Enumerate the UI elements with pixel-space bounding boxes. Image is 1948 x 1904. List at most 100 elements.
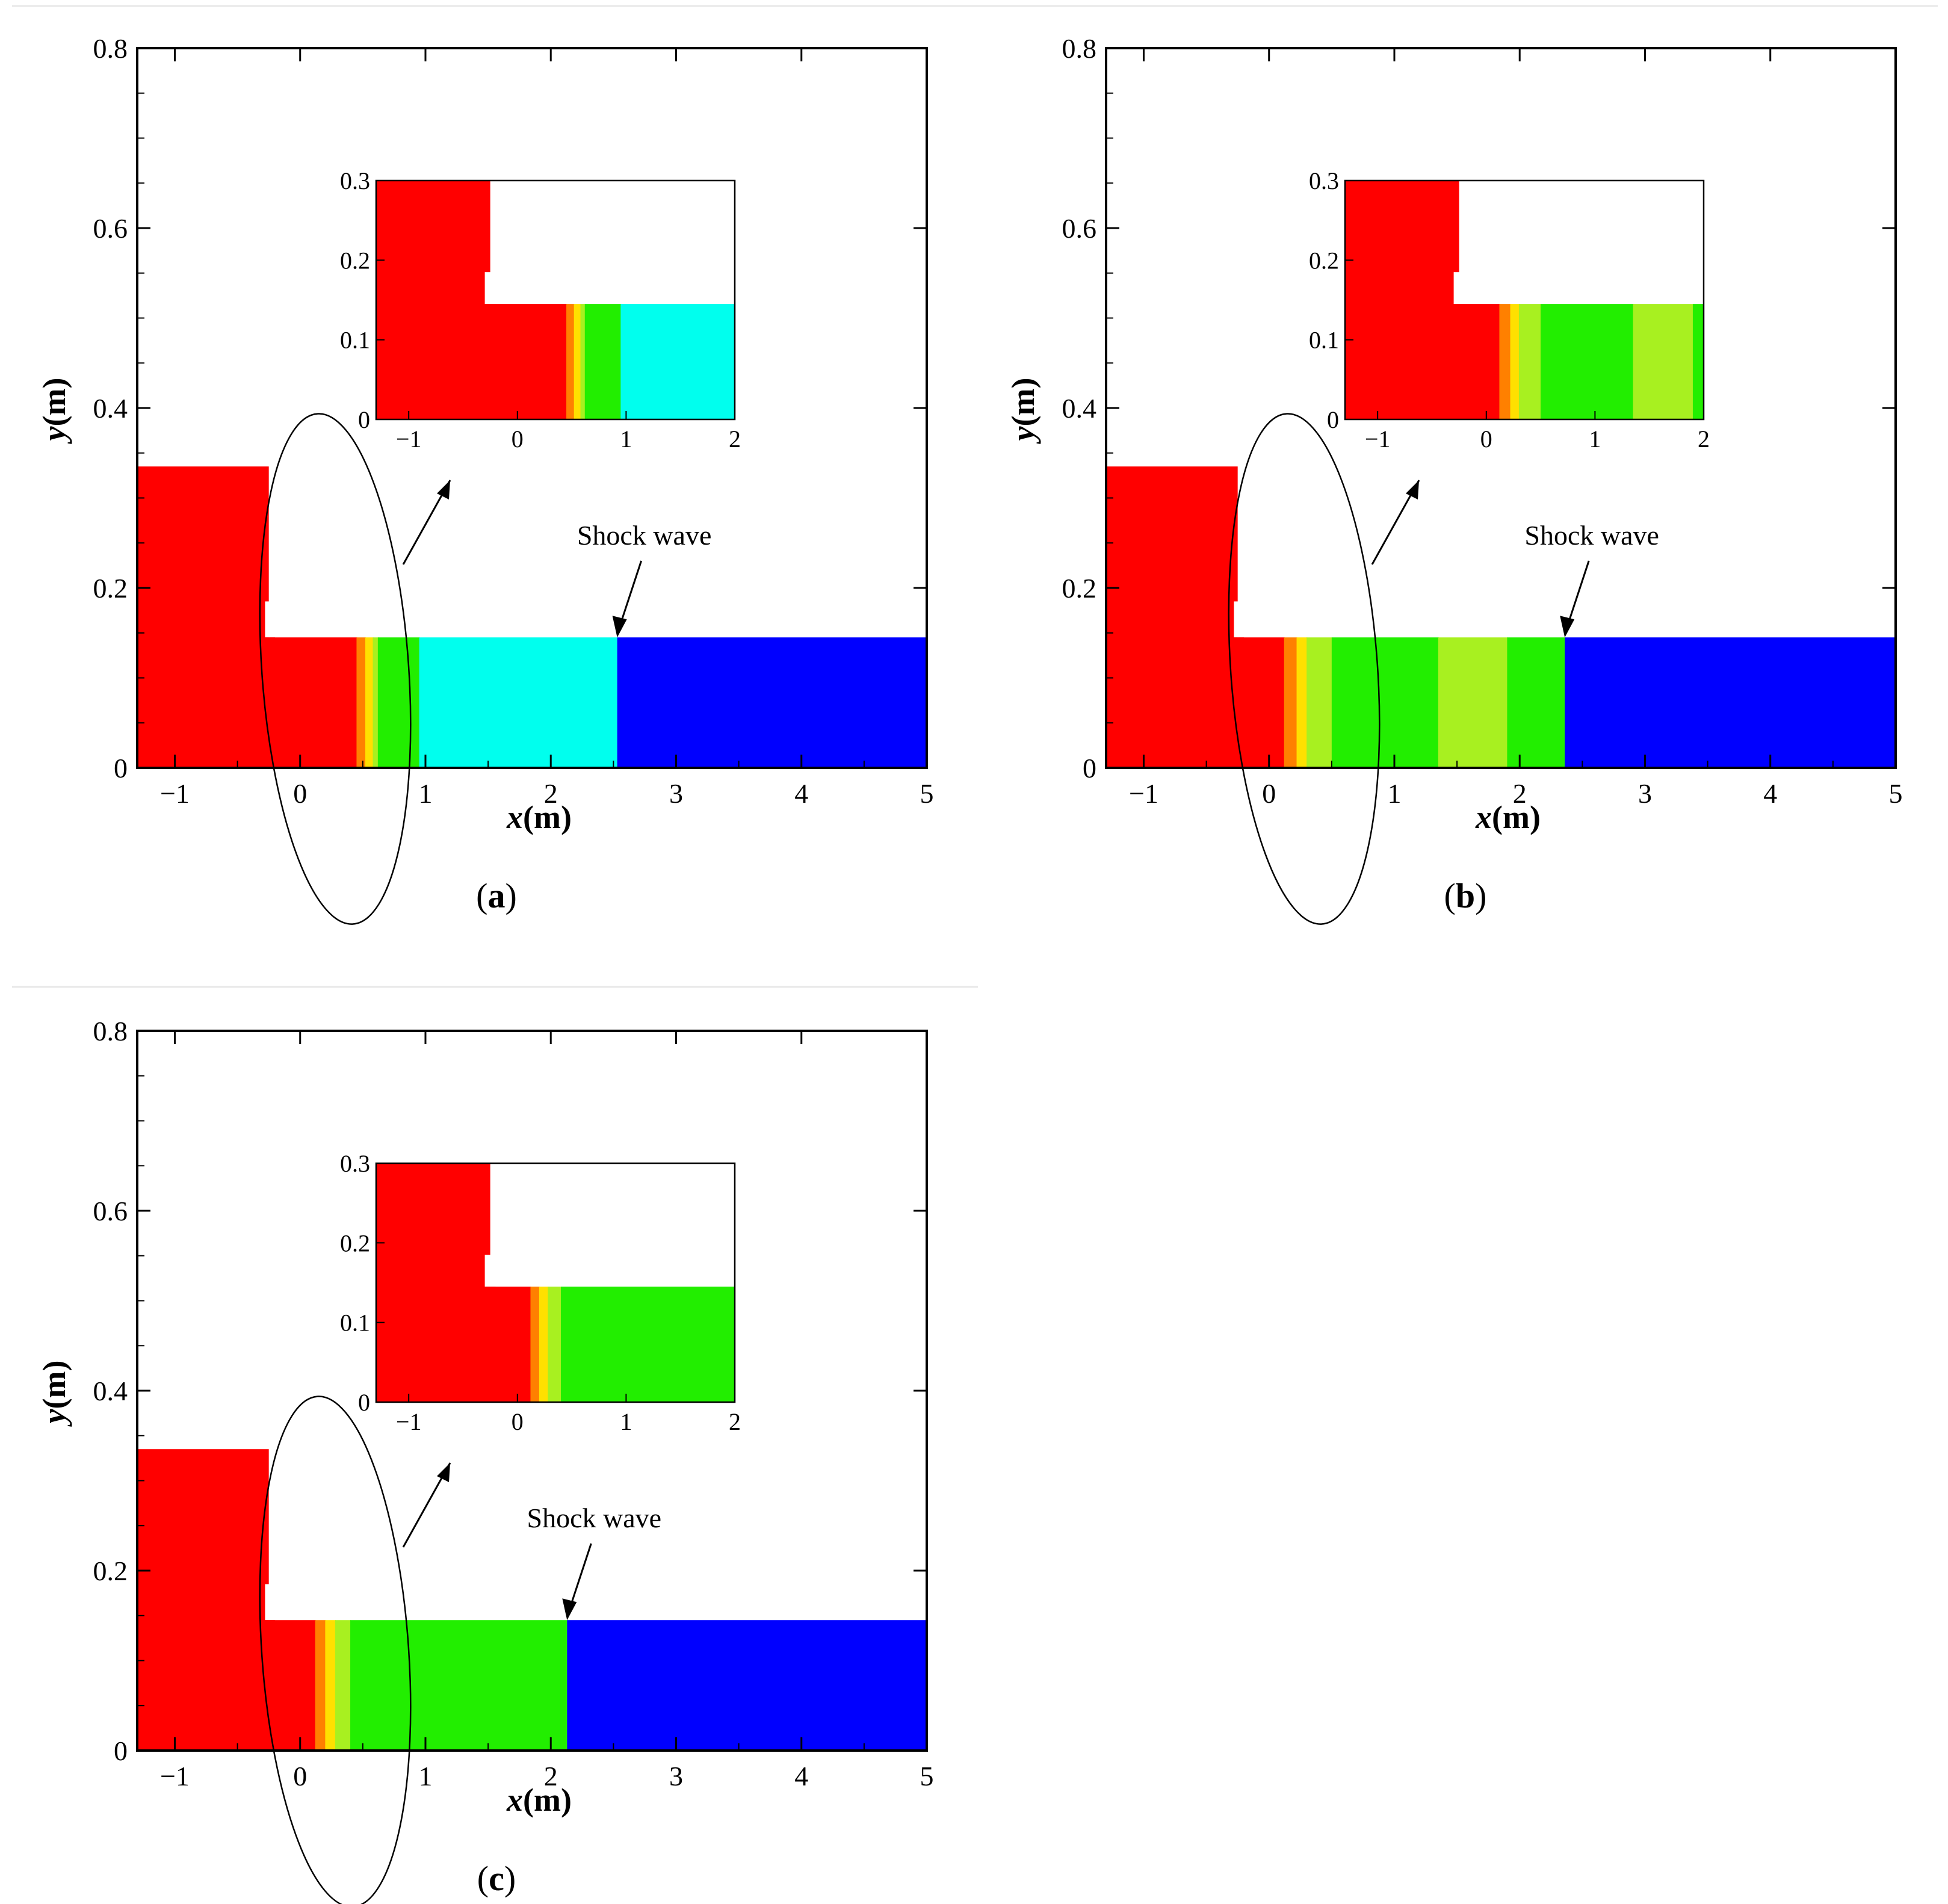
panel-label-letter: a <box>488 876 506 915</box>
inset-frame <box>375 1162 736 1403</box>
water-band-yellow <box>325 1620 336 1751</box>
x-tick-label: 1 <box>418 1761 432 1791</box>
x-tick-label: 4 <box>794 1761 808 1791</box>
y-tick-label: 0 <box>1083 753 1096 784</box>
panel-a: −1 0 1 2 3 4 500.20.40.60.8x(m)y(m)Shock wave−… <box>36 33 934 925</box>
x-tick-label: 5 <box>920 778 934 809</box>
panel-separators <box>12 5 1938 988</box>
inset-water-band-yellow_green <box>548 1287 562 1402</box>
zoom-arrow-head <box>437 1463 450 1482</box>
inset-gate-notch <box>484 1255 491 1287</box>
water-band-cyan <box>419 637 618 768</box>
shock-arrow-head <box>1560 616 1575 638</box>
y-tick-label: 0.8 <box>1062 33 1097 64</box>
x-tick-label: −1 <box>160 778 190 809</box>
x-axis-unit: (m) <box>1492 799 1541 835</box>
inset-water-band-orange <box>1499 304 1511 419</box>
water-band-yellow_green <box>1306 637 1332 768</box>
reservoir-step <box>1234 637 1245 768</box>
flow-field <box>137 1449 927 1751</box>
y-tick-label: 0.2 <box>93 573 128 604</box>
y-tick-label: 0 <box>114 753 128 784</box>
inset-y-tick-label: 0.1 <box>340 327 370 354</box>
reservoir-step <box>265 1620 276 1751</box>
x-axis-variable: x <box>506 799 523 835</box>
water-band-yellow <box>365 637 374 768</box>
panel-label-letter: b <box>1456 876 1475 915</box>
x-tick-label: 0 <box>1262 778 1276 809</box>
y-tick-label: 0.6 <box>1062 213 1097 244</box>
inset-flow-field <box>376 181 735 419</box>
y-axis-unit: (m) <box>1005 378 1041 427</box>
y-tick-label: 0.4 <box>93 393 128 424</box>
y-axis-title: y(m) <box>36 378 72 445</box>
highlight-ellipse <box>259 1396 412 1904</box>
inset-x-tick-label: 0 <box>512 425 524 453</box>
x-tick-label: 2 <box>1513 778 1527 809</box>
inset-water-band-cyan <box>620 304 735 419</box>
x-axis-title: x(m) <box>1475 799 1541 835</box>
x-tick-label: 5 <box>920 1761 934 1791</box>
inset-x-tick-label: 0 <box>512 1408 524 1435</box>
water-band-green <box>1331 637 1439 768</box>
inset-y-tick-label: 0.2 <box>1309 247 1339 274</box>
inset-water-band-green <box>1541 304 1634 419</box>
zoom-arrow-head <box>1406 480 1419 499</box>
zoom-arrow-head <box>437 480 450 499</box>
panel-label-close-paren: ) <box>504 1859 516 1898</box>
inset-water-band-green <box>584 304 622 419</box>
x-tick-label: 5 <box>1889 778 1903 809</box>
x-axis-variable: x <box>506 1782 523 1818</box>
panel-label-open-paren: ( <box>476 876 487 915</box>
inset-water-band-yellow_green <box>580 304 586 419</box>
y-axis-variable: y <box>36 1408 72 1427</box>
x-tick-label: 3 <box>1638 778 1652 809</box>
x-axis-title: x(m) <box>506 1782 572 1818</box>
inset-x-tick-label: −1 <box>396 1408 422 1435</box>
inset-y-tick-label: 0.2 <box>340 1229 370 1256</box>
panel-label: (a) <box>476 876 517 915</box>
inset-x-tick-label: 1 <box>1589 425 1601 453</box>
panel-label: (b) <box>1444 876 1487 915</box>
x-tick-label: −1 <box>160 1761 190 1791</box>
inset-gate-notch <box>1453 272 1460 304</box>
inset-y-tick-label: 0.1 <box>340 1309 370 1337</box>
water-band-blue <box>567 1620 927 1751</box>
x-axis-title: x(m) <box>506 799 572 835</box>
x-tick-label: 3 <box>669 778 683 809</box>
inset-reservoir-step <box>484 1287 496 1402</box>
panel-label-open-paren: ( <box>477 1859 489 1898</box>
panel-label: (c) <box>477 1859 516 1898</box>
inset-y-tick-label: 0.3 <box>340 1150 370 1177</box>
inset-x-tick-label: −1 <box>1365 425 1391 453</box>
water-band-orange <box>1284 637 1297 768</box>
x-tick-label: 0 <box>293 1761 307 1791</box>
x-tick-label: 4 <box>1763 778 1777 809</box>
inset-y-tick-label: 0 <box>358 406 370 433</box>
y-axis-variable: y <box>1005 425 1041 444</box>
shock-wave-label: Shock wave <box>527 1503 662 1533</box>
flow-field <box>1106 466 1896 768</box>
inset-reservoir-step <box>1453 304 1465 419</box>
y-tick-label: 0.8 <box>93 33 128 64</box>
water-band-yellow_green <box>373 637 379 768</box>
x-axis-unit: (m) <box>523 799 572 835</box>
y-axis-title: y(m) <box>36 1361 72 1427</box>
x-axis-variable: x <box>1475 799 1492 835</box>
inset-water-band-green <box>1692 304 1704 419</box>
inset-x-tick-label: 2 <box>729 1408 741 1435</box>
x-tick-label: 0 <box>293 778 307 809</box>
reservoir-block <box>137 466 269 768</box>
inset-y-tick-label: 0 <box>1327 406 1339 433</box>
inset-x-tick-label: 2 <box>729 425 741 453</box>
x-tick-label: −1 <box>1129 778 1158 809</box>
inset-reservoir-step <box>484 304 496 419</box>
panel-b: −1 0 1 2 3 4 500.20.40.60.8x(m)y(m)Shock wave−… <box>1005 33 1903 925</box>
highlight-ellipse <box>259 413 412 925</box>
y-axis-unit: (m) <box>36 1361 72 1409</box>
y-tick-label: 0.6 <box>93 213 128 244</box>
inset-water-band-orange <box>530 1287 540 1402</box>
water-band-yellow <box>1296 637 1308 768</box>
water-band-blue <box>1565 637 1896 768</box>
